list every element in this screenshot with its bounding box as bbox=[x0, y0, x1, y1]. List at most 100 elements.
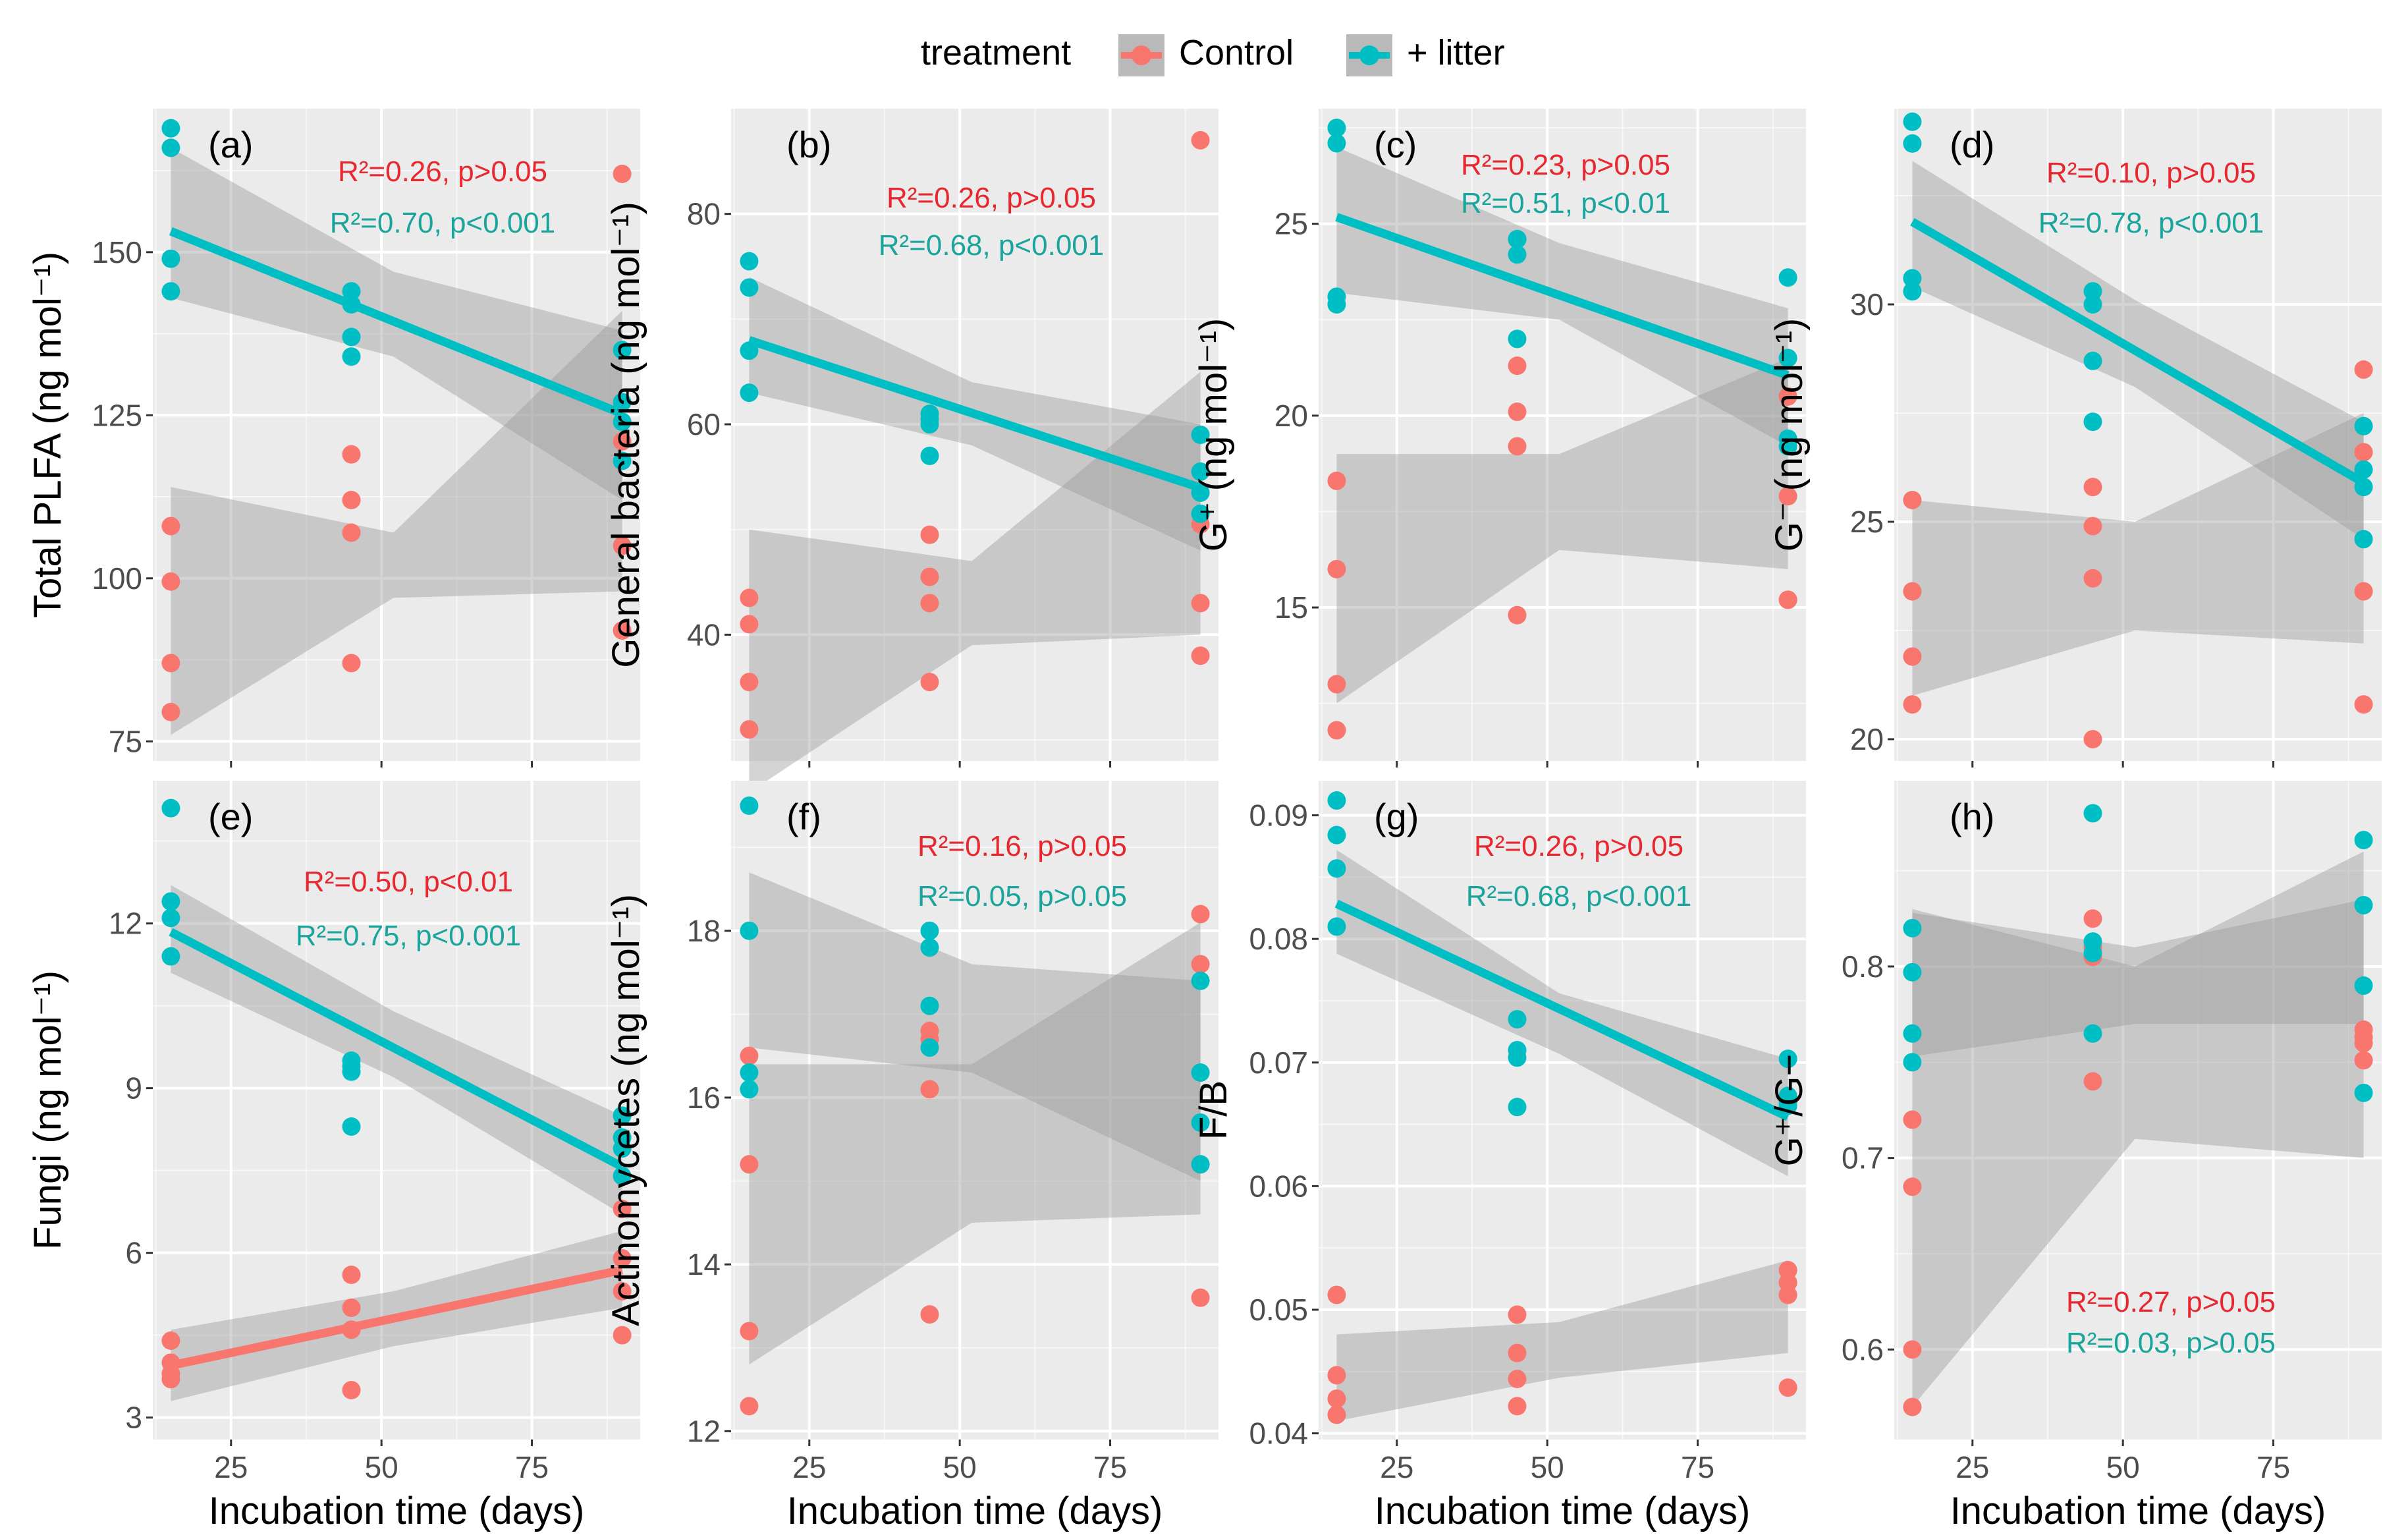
panel-e-point-control bbox=[342, 1266, 361, 1284]
panel-e-point-litter bbox=[161, 947, 180, 966]
panel-d-point-control bbox=[2083, 730, 2102, 748]
panel-f-ytick-label: 14 bbox=[687, 1247, 721, 1281]
legend-key-litter-point bbox=[1359, 45, 1379, 65]
panel-g-point-litter bbox=[1508, 1048, 1527, 1067]
panel-h-background bbox=[1894, 781, 2382, 1440]
panel-f-point-litter bbox=[920, 938, 939, 957]
panel-a-point-litter bbox=[161, 119, 180, 138]
panel-g-ytick-label: 0.06 bbox=[1249, 1169, 1308, 1203]
panel-e-point-control bbox=[613, 1326, 632, 1345]
panel-a-point-litter bbox=[342, 347, 361, 366]
panel-b-point-control bbox=[920, 594, 939, 613]
panel-a: 75 100 125 150 Total PLFA (ng mol⁻¹) (a) R²=0.… bbox=[26, 109, 640, 768]
panel-c-point-litter bbox=[1778, 268, 1797, 287]
panel-c-ytick-label: 25 bbox=[1274, 207, 1308, 241]
panel-g-x-axis-title: Incubation time (days) bbox=[1375, 1490, 1751, 1532]
panel-f-ytick-label: 12 bbox=[687, 1414, 721, 1448]
panel-e-annotation-litter: R²=0.75, p<0.001 bbox=[296, 920, 521, 952]
panel-h-xtick-label: 25 bbox=[1956, 1450, 1989, 1484]
panel-a-point-litter bbox=[161, 138, 180, 157]
panel-c-point-litter bbox=[1778, 349, 1797, 368]
panel-b-ytick-label: 80 bbox=[687, 197, 721, 231]
panel-b-point-control bbox=[740, 673, 759, 692]
legend-label-control: Control bbox=[1179, 33, 1294, 72]
panel-a-point-litter bbox=[613, 412, 632, 432]
panel-f-point-control bbox=[740, 1155, 759, 1174]
panel-f-point-litter bbox=[1191, 1063, 1210, 1082]
panel-b-point-control bbox=[740, 720, 759, 739]
panel-d-point-litter bbox=[2083, 412, 2102, 432]
panel-g-xtick-label: 75 bbox=[1681, 1450, 1714, 1484]
panel-g-label: (g) bbox=[1374, 796, 1419, 837]
panel-h-point-litter bbox=[2083, 1024, 2102, 1043]
panel-h-point-control bbox=[2354, 1034, 2373, 1053]
panel-a-point-litter bbox=[613, 451, 632, 470]
panel-g: 0.04 0.05 0.06 0.07 0.08 0.09 25 50 75 Incubation… bbox=[1192, 781, 1806, 1532]
panel-f-xtick-label: 75 bbox=[1093, 1450, 1127, 1484]
panel-h-point-control bbox=[1903, 1110, 1922, 1129]
panel-d-point-litter bbox=[1903, 282, 1922, 301]
panel-e-xtick-label: 50 bbox=[365, 1450, 398, 1484]
panel-a-point-control bbox=[613, 536, 632, 555]
panel-g-ytick-label: 0.05 bbox=[1249, 1293, 1308, 1327]
panel-e-point-litter bbox=[161, 892, 180, 911]
panel-f-point-control bbox=[920, 1305, 939, 1324]
panels: 75 100 125 150 Total PLFA (ng mol⁻¹) (a) R²=0.… bbox=[26, 109, 2382, 1532]
panel-h-point-litter bbox=[1903, 963, 1922, 982]
panel-g-xtick-label: 25 bbox=[1380, 1450, 1413, 1484]
panel-d-point-control bbox=[2083, 478, 2102, 497]
panel-e-point-litter bbox=[613, 1167, 632, 1185]
panel-e-point-litter bbox=[342, 1062, 361, 1081]
panel-g-ytick-label: 0.09 bbox=[1249, 798, 1308, 833]
panel-a-point-control bbox=[342, 654, 361, 673]
panel-c-ribbon-control bbox=[1336, 358, 1788, 704]
panel-c-fit-line-litter bbox=[1335, 213, 1790, 379]
panel-a-point-control bbox=[161, 702, 180, 721]
panel-f-annotation-litter: R²=0.05, p>0.05 bbox=[917, 880, 1127, 912]
panel-b-point-litter bbox=[740, 252, 759, 271]
panel-c-ytick-label: 15 bbox=[1274, 590, 1308, 625]
panel-d-label: (d) bbox=[1950, 124, 1994, 165]
panel-h-point-control bbox=[1903, 1397, 1922, 1416]
panel-b-annotation-control: R²=0.26, p>0.05 bbox=[887, 182, 1096, 214]
panel-a-point-control bbox=[342, 491, 361, 509]
panel-d-point-control bbox=[2354, 360, 2373, 379]
panel-h-point-litter bbox=[2354, 1083, 2373, 1102]
panel-e-ytick-label: 3 bbox=[125, 1401, 142, 1435]
panel-e-point-control bbox=[161, 1370, 180, 1389]
panel-e-point-litter bbox=[613, 1106, 632, 1125]
panel-h-point-control bbox=[2354, 1051, 2373, 1070]
panel-b-point-litter bbox=[1191, 426, 1210, 444]
panel-f-xtick-label: 50 bbox=[943, 1450, 977, 1484]
panel-f-point-control bbox=[740, 1322, 759, 1341]
panel-f-point-litter bbox=[740, 921, 759, 940]
panel-g-point-control bbox=[1327, 1405, 1346, 1424]
panel-b-point-control bbox=[1191, 130, 1210, 150]
panel-h-label: (h) bbox=[1950, 796, 1994, 837]
legend: treatment Control + litter bbox=[921, 33, 1505, 76]
panel-b-ytick-label: 40 bbox=[687, 617, 721, 652]
panel-a-point-control bbox=[342, 523, 361, 542]
panel-h-point-litter bbox=[2354, 895, 2373, 914]
panel-d-ytick-label: 25 bbox=[1850, 505, 1884, 539]
panel-d-point-litter bbox=[1903, 269, 1922, 288]
legend-key-control-point bbox=[1132, 45, 1151, 65]
panel-b-point-litter bbox=[740, 278, 759, 297]
panel-b-point-litter bbox=[920, 410, 939, 429]
panel-b-label: (b) bbox=[786, 124, 831, 165]
panel-f-ytick-label: 18 bbox=[687, 914, 721, 948]
panel-c-label: (c) bbox=[1374, 124, 1417, 165]
panel-g-point-litter bbox=[1778, 1049, 1797, 1069]
panel-g-point-control bbox=[1778, 1378, 1797, 1397]
panel-b-ribbon-control bbox=[749, 372, 1201, 793]
panel-c-background bbox=[1319, 109, 1806, 761]
panel-f-point-control bbox=[740, 1046, 759, 1065]
panel-e-background bbox=[153, 781, 640, 1440]
panel-e-x-axis-title: Incubation time (days) bbox=[209, 1490, 585, 1532]
panel-c-point-control bbox=[1327, 559, 1346, 578]
panel-a-point-litter bbox=[613, 341, 632, 360]
panel-b-point-control bbox=[1191, 646, 1210, 665]
panel-e-xtick-label: 25 bbox=[214, 1450, 248, 1484]
panel-b-fit-line-litter bbox=[748, 336, 1202, 492]
panel-h-y-axis-title: G⁺/G− bbox=[1768, 1054, 1811, 1167]
